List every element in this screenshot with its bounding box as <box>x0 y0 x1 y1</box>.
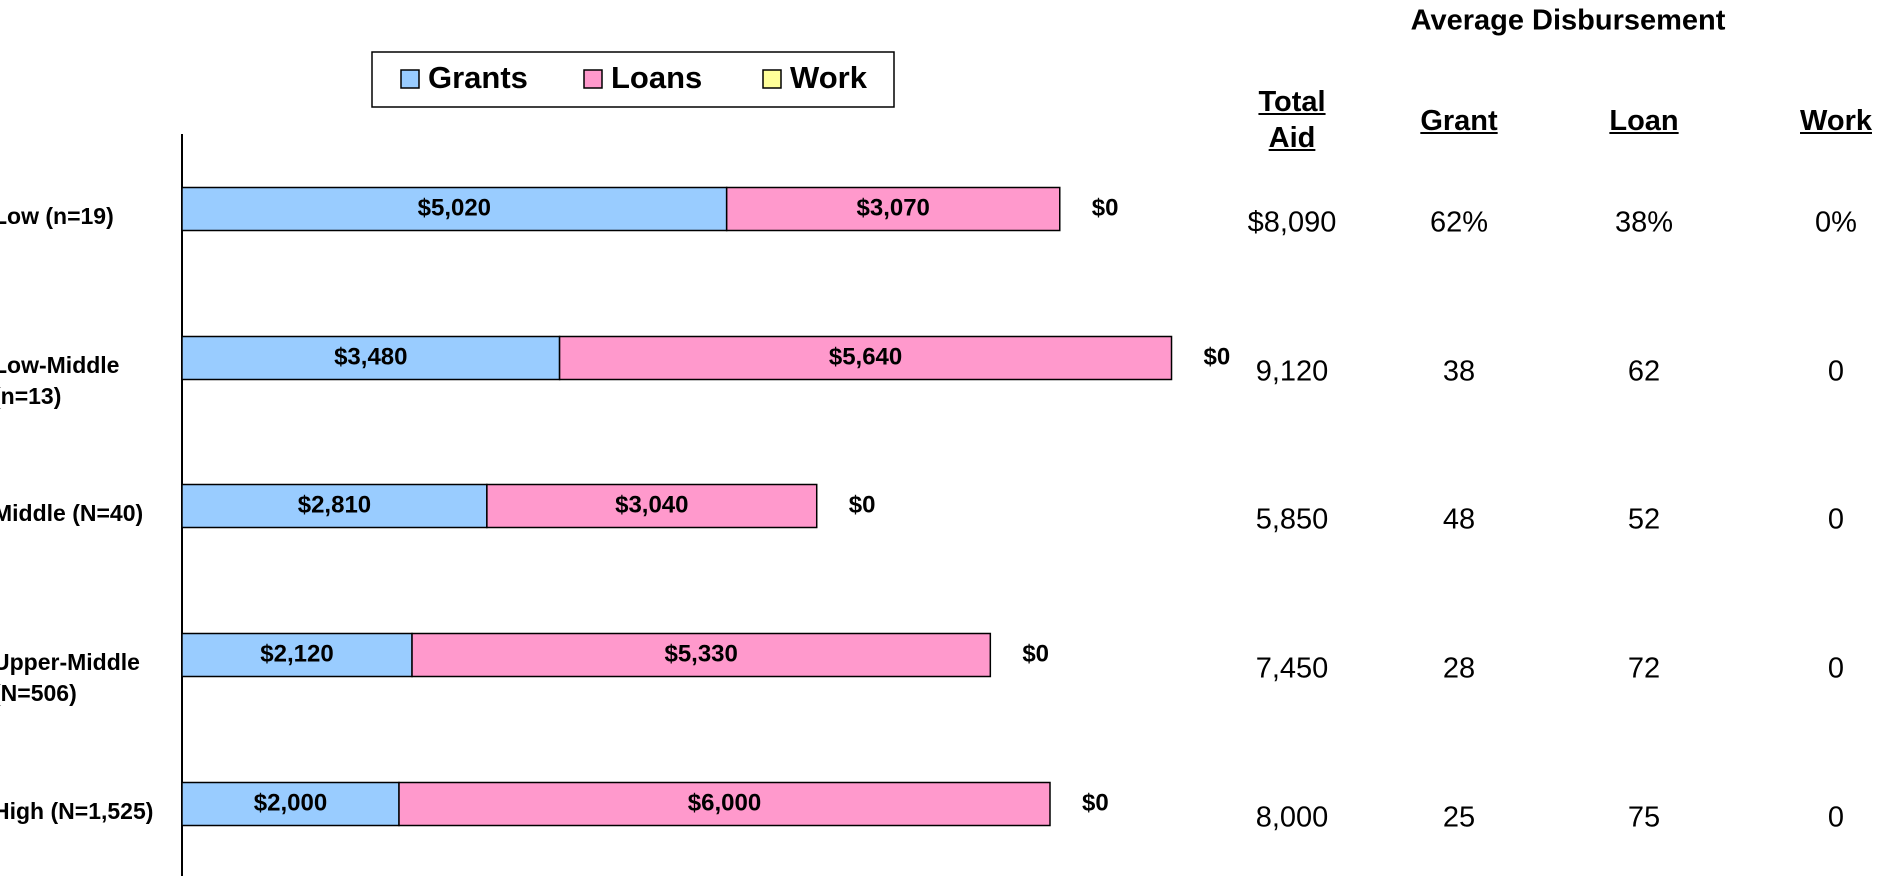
table-cell: 5,850 <box>1255 503 1329 536</box>
table-cell: 0 <box>1827 355 1845 388</box>
column-header: Grant <box>1420 105 1498 137</box>
table-cell: 9,120 <box>1255 355 1329 388</box>
bar-segment <box>411 632 992 678</box>
value-label: $5,330 <box>664 640 737 667</box>
table-cell: 0 <box>1827 652 1845 685</box>
value-label: $0 <box>1204 343 1231 370</box>
value-label: $2,810 <box>298 491 371 518</box>
table-cell: 62% <box>1429 206 1489 239</box>
legend-swatch <box>400 69 420 89</box>
column-header: Total Aid <box>1258 86 1326 154</box>
category-label: Upper-Middle (N=506) <box>0 649 140 706</box>
bar-segment <box>181 483 488 529</box>
value-label: $2,000 <box>254 789 327 816</box>
value-label: $5,020 <box>418 194 491 221</box>
bar-segment <box>558 335 1173 381</box>
column-header: Loan <box>1609 105 1679 137</box>
table-cell: 72 <box>1627 652 1661 685</box>
table-cell: 62 <box>1627 355 1661 388</box>
bar-segment <box>398 781 1051 827</box>
table-cell: 52 <box>1627 503 1661 536</box>
table-cell: 75 <box>1627 801 1661 834</box>
table-cell: 38 <box>1442 355 1476 388</box>
value-label: $5,640 <box>829 343 902 370</box>
value-label: $3,040 <box>615 491 688 518</box>
value-label: $0 <box>1082 789 1109 816</box>
table-cell: 28 <box>1442 652 1476 685</box>
category-label: Middle (N=40) <box>0 500 144 526</box>
table-cell: 7,450 <box>1255 652 1329 685</box>
column-header: Work <box>1800 105 1872 137</box>
category-label: Low-Middle (n=13) <box>0 352 120 409</box>
value-label: $2,120 <box>260 640 333 667</box>
table-title: Average Disbursement <box>1410 4 1726 37</box>
value-label: $3,070 <box>857 194 930 221</box>
value-label: $6,000 <box>688 789 761 816</box>
table-cell: 0% <box>1815 206 1857 239</box>
table-cell: 8,000 <box>1255 801 1329 834</box>
table-cell: $8,090 <box>1247 206 1337 239</box>
bar-segment <box>181 186 728 232</box>
legend-swatch <box>762 69 782 89</box>
value-label: $0 <box>849 491 876 518</box>
legend-box <box>371 51 895 108</box>
category-label: High (N=1,525) <box>0 798 154 824</box>
table-cell: 0 <box>1827 801 1845 834</box>
legend-swatch <box>583 69 603 89</box>
category-label: Low (n=19) <box>0 203 114 229</box>
legend-label: Grants <box>428 60 528 95</box>
value-label: $0 <box>1092 194 1119 221</box>
table-cell: 48 <box>1442 503 1476 536</box>
table-cell: 0 <box>1827 503 1845 536</box>
bar-segment <box>725 186 1061 232</box>
value-label: $3,480 <box>334 343 407 370</box>
bar-segment <box>181 781 400 827</box>
table-cell: 25 <box>1442 801 1476 834</box>
legend-label: Loans <box>611 60 702 95</box>
value-label: $0 <box>1022 640 1049 667</box>
bar-segment <box>486 483 818 529</box>
table-cell: 38% <box>1614 206 1674 239</box>
legend-label: Work <box>790 60 868 95</box>
